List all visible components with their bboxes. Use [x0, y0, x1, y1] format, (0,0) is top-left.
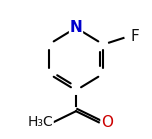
Text: O: O: [101, 115, 113, 130]
Text: F: F: [131, 29, 140, 44]
Text: O: O: [40, 115, 52, 130]
Text: H₃C: H₃C: [27, 115, 53, 129]
Text: N: N: [70, 20, 82, 35]
